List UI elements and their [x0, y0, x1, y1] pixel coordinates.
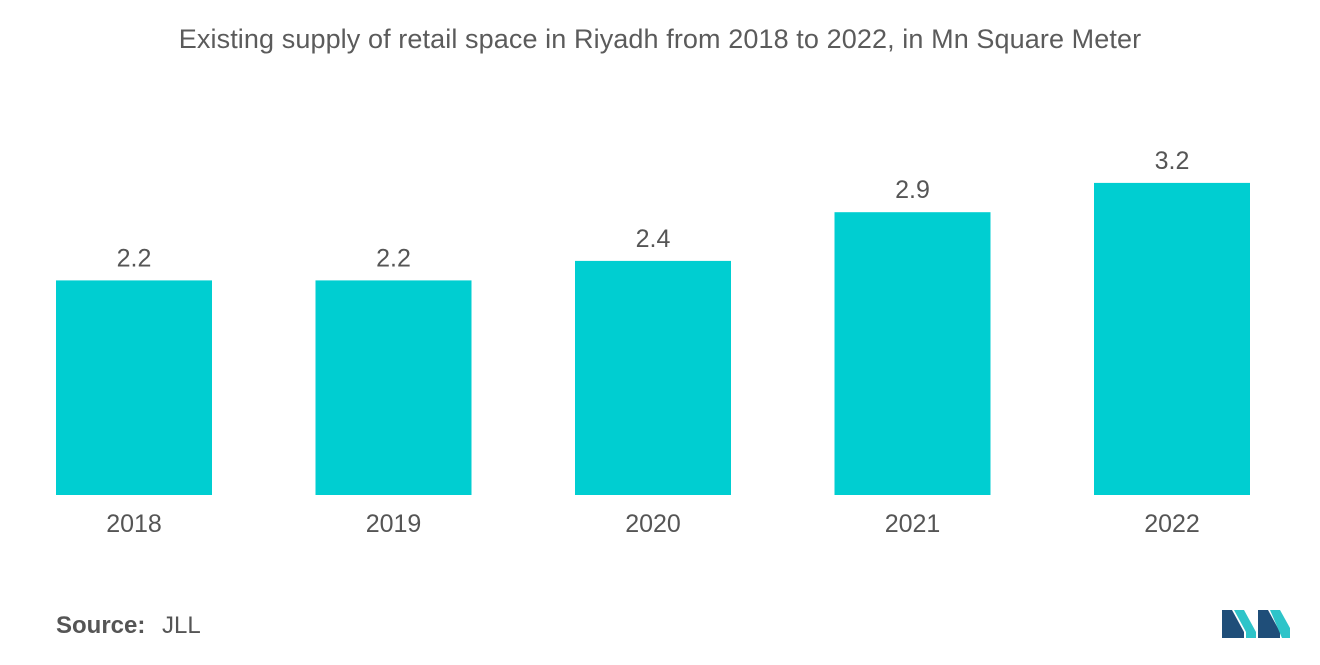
source-value: JLL — [162, 612, 201, 639]
source-label: Source: — [56, 612, 146, 639]
x-tick-label-2019: 2019 — [366, 510, 422, 538]
chart-title: Existing supply of retail space in Riyad… — [178, 24, 1142, 54]
value-labels-layer: 2.2 2.2 2.4 2.9 3.2 — [117, 147, 1190, 273]
x-tick-label-2018: 2018 — [106, 510, 162, 538]
value-label-2022: 3.2 — [1155, 147, 1190, 175]
bar-2019 — [315, 280, 472, 495]
bar-2021 — [834, 212, 991, 495]
mordor-intelligence-logo-icon — [1222, 610, 1290, 638]
source-note: Source: JLL — [56, 612, 201, 640]
value-label-2021: 2.9 — [895, 176, 930, 204]
value-label-2019: 2.2 — [376, 244, 411, 272]
x-tick-labels-layer: 2018 2019 2020 2021 2022 — [106, 510, 1200, 538]
bar-2020 — [575, 260, 731, 495]
x-tick-label-2020: 2020 — [625, 510, 681, 538]
bars-layer — [56, 182, 1250, 495]
x-tick-label-2021: 2021 — [885, 510, 941, 538]
value-label-2020: 2.4 — [636, 225, 671, 253]
bar-2018 — [56, 280, 212, 495]
bar-2022 — [1094, 182, 1250, 495]
value-label-2018: 2.2 — [117, 244, 152, 272]
x-tick-label-2022: 2022 — [1144, 510, 1200, 538]
